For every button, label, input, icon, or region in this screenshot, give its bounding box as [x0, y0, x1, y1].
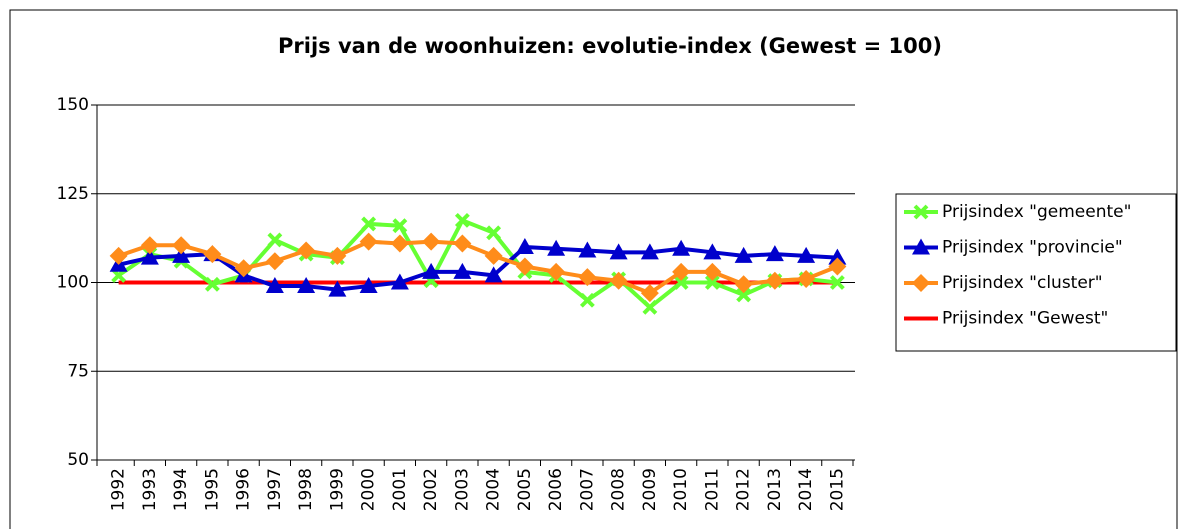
marker — [703, 262, 722, 281]
x-tick-label: 2001 — [390, 468, 410, 511]
marker — [422, 262, 441, 279]
marker — [797, 269, 816, 288]
y-tick-label: 125 — [57, 184, 89, 204]
marker — [828, 257, 847, 276]
marker — [672, 239, 691, 256]
x-tick-label: 2010 — [671, 468, 691, 511]
y-tick-label: 150 — [57, 95, 89, 115]
x-tick-label: 2000 — [359, 468, 379, 511]
legend-label: Prijsindex "gemeente" — [942, 202, 1131, 222]
x-tick-label: 2013 — [765, 468, 785, 511]
marker — [328, 280, 347, 297]
marker — [265, 277, 284, 294]
marker — [265, 252, 284, 271]
marker — [172, 236, 191, 255]
marker — [359, 277, 378, 294]
x-tick-label: 1999 — [327, 468, 347, 511]
x-tick-label: 2007 — [577, 468, 597, 511]
marker — [672, 262, 691, 281]
marker — [204, 276, 220, 292]
marker — [673, 275, 689, 290]
marker — [361, 216, 377, 232]
marker — [454, 212, 470, 228]
x-tick-label: 2002 — [421, 468, 441, 511]
marker — [234, 259, 253, 278]
x-tick-label: 2004 — [484, 468, 504, 511]
marker — [392, 218, 408, 234]
marker — [203, 245, 222, 264]
marker — [515, 257, 534, 276]
y-tick-label: 50 — [67, 450, 89, 470]
marker — [734, 275, 753, 294]
marker — [547, 262, 566, 281]
marker — [422, 232, 441, 251]
marker — [913, 204, 929, 220]
marker — [578, 241, 597, 258]
marker — [486, 225, 502, 241]
x-tick-label: 2012 — [734, 468, 754, 511]
marker — [515, 238, 534, 254]
x-tick-label: 2011 — [702, 468, 722, 511]
y-tick-label: 100 — [57, 273, 89, 293]
x-tick-label: 1998 — [296, 468, 316, 511]
marker — [609, 271, 628, 290]
marker — [547, 239, 566, 256]
x-tick-label: 2014 — [796, 468, 816, 511]
legend-label: Prijsindex "cluster" — [942, 273, 1103, 293]
marker — [609, 243, 628, 260]
x-tick-label: 2003 — [452, 468, 472, 511]
marker — [912, 238, 930, 255]
marker — [453, 262, 472, 279]
marker — [484, 266, 503, 283]
marker — [297, 277, 316, 294]
x-tick-label: 1992 — [109, 468, 129, 511]
marker — [578, 268, 597, 287]
legend-label: Prijsindex "provincie" — [942, 238, 1123, 258]
x-tick-label: 1994 — [171, 468, 191, 511]
marker — [140, 248, 159, 265]
x-tick-label: 1996 — [234, 468, 254, 511]
marker — [736, 287, 752, 303]
x-tick-label: 2008 — [609, 468, 629, 511]
marker — [734, 246, 753, 263]
legend-box — [895, 193, 1177, 352]
marker — [109, 246, 128, 265]
marker — [579, 292, 595, 308]
x-tick-label: 2009 — [640, 468, 660, 511]
marker — [765, 245, 784, 262]
marker — [267, 232, 283, 248]
chart-title: Prijs van de woonhuizen: evolutie-index … — [278, 34, 942, 58]
marker — [172, 246, 191, 263]
x-tick-label: 1993 — [140, 468, 160, 511]
y-tick-label: 75 — [67, 361, 89, 381]
marker — [765, 271, 784, 290]
marker — [390, 273, 409, 290]
marker — [297, 241, 316, 260]
marker — [642, 299, 658, 315]
marker — [703, 243, 722, 260]
marker — [704, 275, 720, 290]
marker — [640, 284, 659, 303]
marker — [140, 236, 159, 255]
marker — [640, 243, 659, 260]
marker — [484, 246, 503, 265]
marker — [453, 234, 472, 253]
legend-label: Prijsindex "Gewest" — [942, 309, 1108, 329]
x-tick-label: 2015 — [827, 468, 847, 511]
marker — [359, 232, 378, 251]
marker — [328, 246, 347, 265]
x-tick-label: 1995 — [202, 468, 222, 511]
marker — [912, 274, 930, 292]
marker — [797, 246, 816, 263]
marker — [829, 275, 845, 290]
x-tick-label: 2006 — [546, 468, 566, 511]
marker — [828, 248, 847, 265]
marker — [390, 234, 409, 253]
x-tick-label: 1997 — [265, 468, 285, 511]
x-tick-label: 2005 — [515, 468, 535, 511]
